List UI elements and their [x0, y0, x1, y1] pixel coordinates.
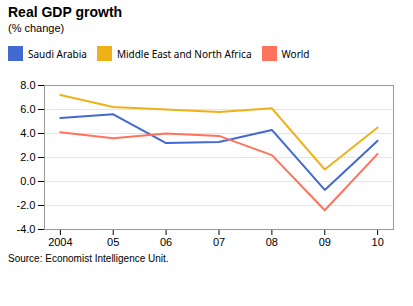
- html-text:Saudi Arabia: Saudi Arabia: [28, 46, 87, 61]
- svg-text:07: 07: [213, 236, 225, 248]
- html-text:(% change): (% change): [8, 22, 65, 34]
- svg-text:8.0: 8.0: [20, 79, 35, 91]
- html-text:Real GDP growth: Real GDP growth: [8, 4, 123, 20]
- svg-text:-4.0: -4.0: [17, 223, 36, 235]
- svg-text:6.0: 6.0: [20, 103, 35, 115]
- svg-text:0.0: 0.0: [20, 175, 35, 187]
- svg-text:08: 08: [266, 236, 278, 248]
- html-text:Middle East and North Africa: Middle East and North Africa: [116, 46, 252, 61]
- svg-text:06: 06: [160, 236, 172, 248]
- html-text:World: World: [281, 46, 310, 61]
- svg-text:-2.0: -2.0: [17, 199, 36, 211]
- svg-text:05: 05: [107, 236, 119, 248]
- html-text:Source: Economist Intelligence: Source: Economist Intelligence Unit.: [8, 253, 169, 264]
- svg-text:10: 10: [372, 236, 384, 248]
- svg-text:2004: 2004: [48, 236, 72, 248]
- svg-text:4.0: 4.0: [20, 127, 35, 139]
- svg-text:09: 09: [319, 236, 331, 248]
- svg-text:2.0: 2.0: [20, 151, 35, 163]
